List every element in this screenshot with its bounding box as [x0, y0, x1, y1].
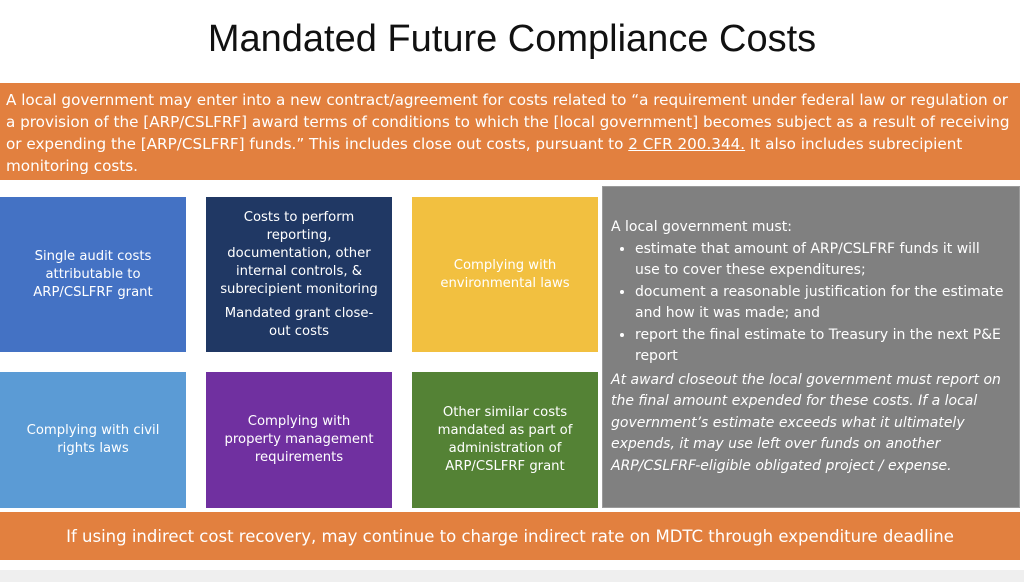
- tile: Single audit costs attributable to ARP/C…: [0, 197, 186, 352]
- footer-text: If using indirect cost recovery, may con…: [66, 526, 954, 546]
- panel-note: At award closeout the local government m…: [611, 371, 1001, 474]
- tile: Other similar costs mandated as part of …: [412, 372, 598, 508]
- tile-text: Complying with property management requi…: [224, 414, 374, 465]
- intro-box: A local government may enter into a new …: [0, 83, 1020, 180]
- tile-text: Mandated grant close-out costs: [224, 305, 374, 339]
- intro-text: It also includes subrecipient monitoring…: [6, 135, 963, 175]
- requirements-panel: A local government must: estimate that a…: [602, 186, 1020, 508]
- bullet: estimate that amount of ARP/CSLFRF funds…: [635, 239, 1009, 282]
- cfr-link[interactable]: 2 CFR 200.344.: [628, 135, 746, 153]
- tile-text: Other similar costs mandated as part of …: [437, 405, 573, 474]
- tile-text: Single audit costs attributable to ARP/C…: [33, 248, 153, 300]
- tile: Costs to perform reporting, documentatio…: [206, 197, 392, 352]
- bullet: report the final estimate to Treasury in…: [635, 325, 1009, 368]
- tile-text: Costs to perform reporting, documentatio…: [220, 209, 378, 297]
- tile: Complying with civil rights laws: [0, 372, 186, 508]
- footer-box: If using indirect cost recovery, may con…: [0, 512, 1020, 560]
- tile: Complying with property management requi…: [206, 372, 392, 508]
- tile: Complying with environmental laws: [412, 197, 598, 352]
- tile-text: Complying with civil rights laws: [26, 423, 160, 456]
- bullet: document a reasonable justification for …: [635, 282, 1009, 325]
- tile-text: Complying with environmental laws: [440, 257, 570, 291]
- bottom-strip: [0, 570, 1024, 582]
- bullet-list: estimate that amount of ARP/CSLFRF funds…: [611, 239, 1009, 368]
- panel-heading: A local government must:: [611, 219, 792, 235]
- intro-text: A local government may enter into a new …: [6, 91, 1010, 153]
- slide-title: Mandated Future Compliance Costs: [207, 18, 817, 60]
